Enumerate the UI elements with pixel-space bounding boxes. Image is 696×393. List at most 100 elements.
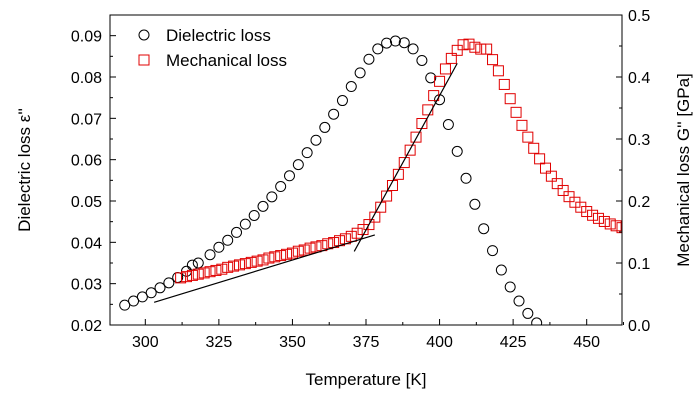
legend: Dielectric loss Mechanical loss: [138, 26, 287, 70]
mechanical-loss-point: [522, 131, 534, 143]
dielectric-loss-point: [469, 198, 481, 210]
mechanical-loss-point: [516, 119, 528, 131]
mechanical-loss-point: [551, 178, 563, 190]
dielectric-loss-point: [266, 191, 278, 203]
dielectric-loss-point: [363, 53, 375, 65]
mechanical-loss-point: [457, 39, 469, 51]
mechanical-loss-point: [410, 131, 422, 143]
dielectric-loss-point: [154, 282, 166, 294]
dielectric-loss-point: [213, 241, 225, 253]
mechanical-loss-point: [481, 43, 493, 55]
mechanical-loss-point: [345, 230, 357, 242]
dielectric-loss-point: [381, 37, 393, 49]
x-tick-label: 425: [500, 334, 527, 351]
mechanical-loss-point: [510, 106, 522, 118]
mechanical-loss-point: [251, 255, 263, 267]
y-left-tick-label: 0.06: [71, 153, 102, 170]
y-right-tick-label: 0.4: [628, 70, 650, 87]
y-left-tick-label: 0.03: [71, 277, 102, 294]
y-left-tick-label: 0.02: [71, 318, 102, 335]
series-mechanical: [175, 38, 622, 284]
mechanical-loss-point: [263, 252, 275, 264]
dielectric-loss-point: [336, 95, 348, 107]
y-right-tick-label: 0.2: [628, 194, 650, 211]
dielectric-loss-point: [495, 264, 507, 276]
dielectric-loss-point: [248, 209, 260, 221]
dielectric-loss-point: [425, 72, 437, 84]
mechanical-loss-point: [469, 41, 481, 53]
mechanical-loss-point: [404, 144, 416, 156]
dielectric-loss-point: [487, 245, 499, 257]
mechanical-loss-point: [557, 184, 569, 196]
x-axis-label: Temperature [K]: [306, 370, 427, 389]
dielectric-loss-point: [275, 181, 287, 193]
mechanical-loss-point: [257, 254, 269, 266]
mechanical-loss-point: [528, 142, 540, 154]
y-right-tick-label: 0.5: [628, 8, 650, 25]
plot-marks: [119, 35, 622, 325]
mechanical-loss-point: [563, 191, 575, 203]
dielectric-loss-point: [310, 134, 322, 146]
dielectric-loss-point: [345, 81, 357, 93]
dielectric-loss-point: [442, 119, 454, 131]
dielectric-loss-point: [292, 159, 304, 171]
dielectric-loss-point: [231, 226, 243, 238]
mechanical-loss-point: [487, 54, 499, 66]
dielectric-loss-point: [451, 145, 463, 157]
mechanical-loss-point: [422, 104, 434, 116]
mechanical-loss-point: [239, 258, 251, 270]
dielectric-loss-point: [319, 121, 331, 133]
dielectric-loss-point: [136, 291, 148, 303]
mechanical-loss-point: [598, 215, 610, 227]
y-axis-label-left: Dielectric loss ε'': [15, 108, 34, 232]
y-left-tick-label: 0.04: [71, 235, 102, 252]
mechanical-loss-point: [463, 38, 475, 50]
dielectric-loss-point: [128, 295, 140, 307]
dielectric-loss-point: [478, 223, 490, 235]
mechanical-loss-point: [192, 268, 204, 280]
mechanical-loss-point: [216, 263, 228, 275]
x-tick-label: 450: [573, 334, 600, 351]
dielectric-loss-point: [504, 281, 516, 293]
mechanical-loss-point: [222, 261, 234, 273]
y-left-tick-label: 0.07: [71, 111, 102, 128]
dielectric-loss-point: [407, 43, 419, 55]
dielectric-loss-point: [145, 287, 157, 299]
dielectric-loss-point: [328, 108, 340, 120]
plot-area: [119, 35, 622, 325]
mechanical-loss-point: [592, 212, 604, 224]
mechanical-loss-point: [233, 259, 245, 271]
series-dielectric: [119, 35, 543, 325]
dielectric-loss-point: [398, 37, 410, 49]
x-tick-label: 325: [206, 334, 233, 351]
legend-dielectric-label: Dielectric loss: [166, 26, 271, 45]
mechanical-loss-point: [286, 247, 298, 259]
mechanical-loss-point: [245, 256, 257, 268]
y-axis-label-right: Mechanical loss G'' [GPa]: [674, 73, 693, 267]
legend-mechanical-marker: [138, 54, 150, 66]
mechanical-loss-point: [587, 209, 599, 221]
dielectric-loss-point: [389, 35, 401, 47]
mechanical-loss-point: [575, 201, 587, 213]
dielectric-loss-point: [416, 54, 428, 66]
mechanical-loss-point: [275, 250, 287, 262]
mechanical-loss-point: [428, 90, 440, 102]
mechanical-loss-point: [616, 222, 622, 234]
dielectric-loss-point: [522, 307, 534, 319]
dielectric-loss-point: [186, 259, 198, 271]
mechanical-loss-point: [228, 260, 240, 272]
mechanical-loss-point: [304, 242, 316, 254]
mechanical-loss-point: [186, 269, 198, 281]
mechanical-loss-point: [534, 153, 546, 165]
mechanical-loss-point: [175, 272, 187, 284]
y-right-tick-label: 0.1: [628, 256, 650, 273]
mechanical-loss-point: [363, 219, 375, 231]
y-left-tick-label: 0.09: [71, 29, 102, 46]
dielectric-loss-point: [460, 172, 472, 184]
dielectric-loss-point: [372, 43, 384, 55]
dielectric-loss-point: [283, 170, 295, 182]
mechanical-loss-point: [292, 245, 304, 257]
mechanical-loss-point: [198, 267, 210, 279]
legend-dielectric-marker: [138, 29, 150, 41]
